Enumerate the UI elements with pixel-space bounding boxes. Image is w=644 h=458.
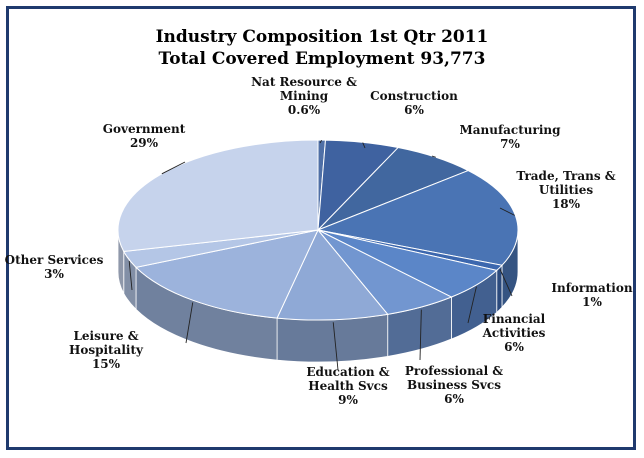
slice-name: Information (551, 281, 632, 295)
slice-name: Professional & (405, 364, 503, 378)
slice-trade-trans-and-utilities (316, 170, 519, 266)
slice-name: Activities (482, 326, 546, 340)
slice-percent: 15% (92, 357, 121, 371)
slice-percent: 0.6% (288, 103, 321, 117)
leader-line-other-services (128, 260, 133, 291)
leader-line-government (161, 161, 186, 175)
slice-labels: Nat Resource &Mining0.6%Construction6%Ma… (5, 75, 633, 407)
leader-line-financial-activities (467, 286, 477, 324)
leader-line-manufacturing (431, 155, 436, 158)
leader-line-nat-resource-and-mining (319, 139, 323, 144)
slice-government (117, 139, 319, 252)
slice-name: Business Svcs (407, 378, 501, 392)
slice-name: Education & (306, 365, 389, 379)
slice-wall-education-and-health-svcs (276, 313, 389, 363)
slice-percent: 7% (500, 137, 520, 151)
slice-percent: 1% (582, 295, 602, 309)
slice-name: Trade, Trans & (516, 169, 615, 183)
slice-percent: 29% (130, 136, 159, 150)
slice-leisure-and-hospitality (135, 229, 319, 319)
slice-percent: 3% (44, 267, 64, 281)
slice-name: Leisure & (73, 329, 138, 343)
leader-line-professional-and-business-svcs (419, 309, 422, 361)
slice-name: Health Svcs (308, 379, 388, 393)
pie-side-walls (117, 229, 519, 363)
leader-line-construction (362, 142, 366, 149)
slice-education-and-health-svcs (276, 229, 389, 321)
slice-name: Nat Resource & (251, 75, 357, 89)
slice-name: Hospitality (69, 343, 144, 357)
slice-percent: 9% (338, 393, 358, 407)
leader-line-education-and-health-svcs (332, 322, 339, 371)
slice-name: Other Services (5, 253, 104, 267)
slice-name: Manufacturing (459, 123, 561, 137)
leader-line-information (499, 269, 513, 297)
slice-name: Utilities (539, 183, 593, 197)
slice-percent: 6% (404, 103, 424, 117)
leader-line-trade-trans-and-utilities (499, 207, 515, 216)
slice-name: Government (103, 122, 186, 136)
leader-lines (128, 139, 515, 371)
slice-percent: 18% (552, 197, 581, 211)
slice-name: Financial (483, 312, 546, 326)
leader-line-leisure-and-hospitality (185, 302, 194, 344)
chart-title: Industry Composition 1st Qtr 2011 (156, 27, 489, 47)
slice-percent: 6% (444, 392, 464, 406)
pie-top-faces (117, 139, 519, 321)
slice-name: Construction (370, 89, 458, 103)
slice-percent: 6% (504, 340, 524, 354)
chart-subtitle: Total Covered Employment 93,773 (159, 49, 486, 69)
slice-name: Mining (280, 89, 329, 103)
